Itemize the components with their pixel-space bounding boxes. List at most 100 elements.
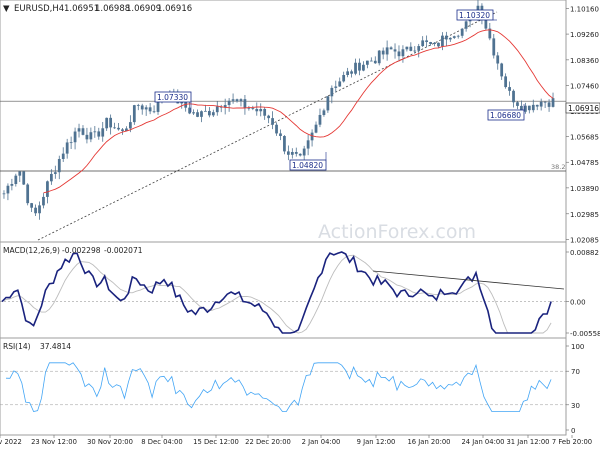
candle-body <box>298 153 302 156</box>
candle-body <box>512 90 515 103</box>
macd-value-signal: -0.002071 <box>104 246 143 255</box>
candle-body <box>271 118 274 125</box>
candle-body <box>405 46 409 50</box>
trend-line <box>37 11 498 241</box>
candle-body <box>310 132 314 141</box>
symbol-label: EURUSD,H4 <box>14 4 64 14</box>
candle-body <box>425 40 429 43</box>
price-tick-label: 1.02985 <box>570 211 599 219</box>
candle-body <box>109 117 113 128</box>
candle-body <box>18 171 22 176</box>
candle-body <box>53 172 57 174</box>
candle-body <box>184 99 188 108</box>
candle-body <box>508 87 511 91</box>
candle-body <box>132 105 136 123</box>
candle-body <box>49 173 53 182</box>
candle-body <box>290 151 294 155</box>
price-tick-label: 1.07460 <box>570 83 599 91</box>
candle-body <box>409 46 413 51</box>
candle-body <box>413 50 417 52</box>
candle-body <box>267 115 271 119</box>
candle-body <box>65 142 69 154</box>
candle-body <box>397 51 401 57</box>
candle-body <box>464 21 468 29</box>
candle-body <box>251 108 255 109</box>
candle-body <box>326 96 330 111</box>
time-tick-label: 30 Nov 20:00 <box>87 438 133 446</box>
price-annotation-label: 1.07330 <box>157 93 188 102</box>
candle-body <box>286 151 290 155</box>
candle-body <box>85 134 89 140</box>
candle-body <box>389 47 393 50</box>
macd-value-main: -0.002298 <box>62 246 101 255</box>
candle-body <box>223 105 227 108</box>
rsi-line <box>5 362 552 412</box>
candle-body <box>306 140 310 149</box>
current-price-tag <box>565 102 600 114</box>
candle-body <box>243 99 247 108</box>
candle-body <box>46 181 49 197</box>
candle-body <box>93 131 97 133</box>
price-annotation-label: 1.04820 <box>292 161 323 170</box>
candle-body <box>488 28 492 39</box>
candle-body <box>97 131 101 137</box>
price-panel <box>0 0 567 243</box>
candle-body <box>496 55 500 64</box>
candle-body <box>247 107 251 109</box>
candle-body <box>30 203 34 208</box>
rsi-tick-label: 70 <box>571 368 580 376</box>
rsi-label: RSI(14) <box>3 342 31 351</box>
candle-body <box>81 128 85 135</box>
price-tick-label: 1.04785 <box>570 159 599 167</box>
candle-body <box>263 108 267 116</box>
price-tick-label: 1.08360 <box>570 57 599 65</box>
macd-label: MACD(12,26,9) <box>3 246 60 255</box>
candle-body <box>227 100 231 106</box>
candle-body <box>441 35 444 47</box>
candle-body <box>448 37 452 40</box>
candle-body <box>373 60 377 64</box>
candle-body <box>527 105 531 111</box>
candle-body <box>77 128 81 132</box>
candle-body <box>10 183 14 186</box>
candle-body <box>460 28 464 36</box>
candle-body <box>362 64 365 71</box>
candle-body <box>354 62 357 74</box>
dropdown-arrow-icon[interactable]: ▼ <box>3 4 10 14</box>
candle-body <box>365 60 369 65</box>
candle-body <box>188 107 192 114</box>
candle-body <box>140 105 144 110</box>
candle-body <box>504 76 508 88</box>
time-tick-label: 2 Jan 04:00 <box>302 438 341 446</box>
time-tick-label: 7 Feb 20:00 <box>552 438 592 446</box>
price-annotation-box <box>289 159 327 171</box>
macd-tick-label: 0.00 <box>570 299 586 307</box>
candle-body <box>2 193 6 195</box>
fib-level-label: 38.2 <box>551 163 565 171</box>
candle-body <box>516 102 519 106</box>
candle-body <box>128 122 132 129</box>
candle-body <box>144 107 148 110</box>
candle-body <box>452 36 456 38</box>
candle-body <box>105 117 109 129</box>
candle-body <box>235 99 239 102</box>
candle-body <box>523 105 527 112</box>
candle-body <box>437 42 440 47</box>
candle-body <box>113 127 116 129</box>
candle-body <box>73 131 77 143</box>
candle-body <box>279 133 282 137</box>
candle-body <box>6 185 10 194</box>
candle-body <box>101 128 105 137</box>
rsi-tick-label: 30 <box>571 402 580 410</box>
candle-body <box>22 171 26 185</box>
price-tick-label: 1.03890 <box>570 185 599 193</box>
candle-body <box>38 205 41 214</box>
time-tick-label: 23 Nov 12:00 <box>31 438 77 446</box>
ohlc-high: 1.06988 <box>95 4 130 14</box>
moving-average-line <box>43 29 554 194</box>
candle-body <box>61 153 65 159</box>
rsi-panel <box>0 337 567 436</box>
candle-body <box>433 42 436 44</box>
candle-body <box>421 40 425 47</box>
